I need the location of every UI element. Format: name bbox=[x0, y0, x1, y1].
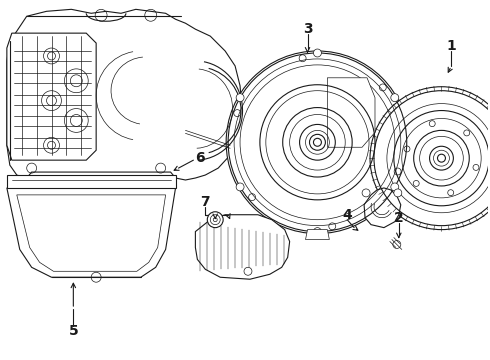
Polygon shape bbox=[364, 188, 401, 228]
Polygon shape bbox=[327, 78, 375, 147]
Circle shape bbox=[236, 94, 244, 102]
Polygon shape bbox=[196, 215, 290, 279]
Polygon shape bbox=[7, 175, 175, 188]
Circle shape bbox=[314, 228, 321, 235]
Circle shape bbox=[226, 51, 409, 234]
Polygon shape bbox=[7, 33, 96, 160]
Polygon shape bbox=[7, 9, 242, 180]
Circle shape bbox=[394, 189, 402, 197]
Text: 4: 4 bbox=[343, 208, 352, 222]
Circle shape bbox=[391, 94, 399, 102]
Polygon shape bbox=[7, 188, 175, 277]
Text: 3: 3 bbox=[303, 22, 312, 36]
Text: 5: 5 bbox=[69, 324, 78, 338]
Text: 2: 2 bbox=[394, 211, 404, 225]
Circle shape bbox=[391, 183, 399, 191]
Text: 7: 7 bbox=[200, 195, 210, 209]
Circle shape bbox=[362, 189, 370, 197]
Circle shape bbox=[207, 212, 223, 228]
Text: 6: 6 bbox=[196, 151, 205, 165]
Text: 1: 1 bbox=[446, 39, 456, 53]
Circle shape bbox=[236, 183, 244, 191]
Circle shape bbox=[370, 87, 490, 230]
Circle shape bbox=[314, 49, 321, 57]
Polygon shape bbox=[306, 230, 329, 239]
